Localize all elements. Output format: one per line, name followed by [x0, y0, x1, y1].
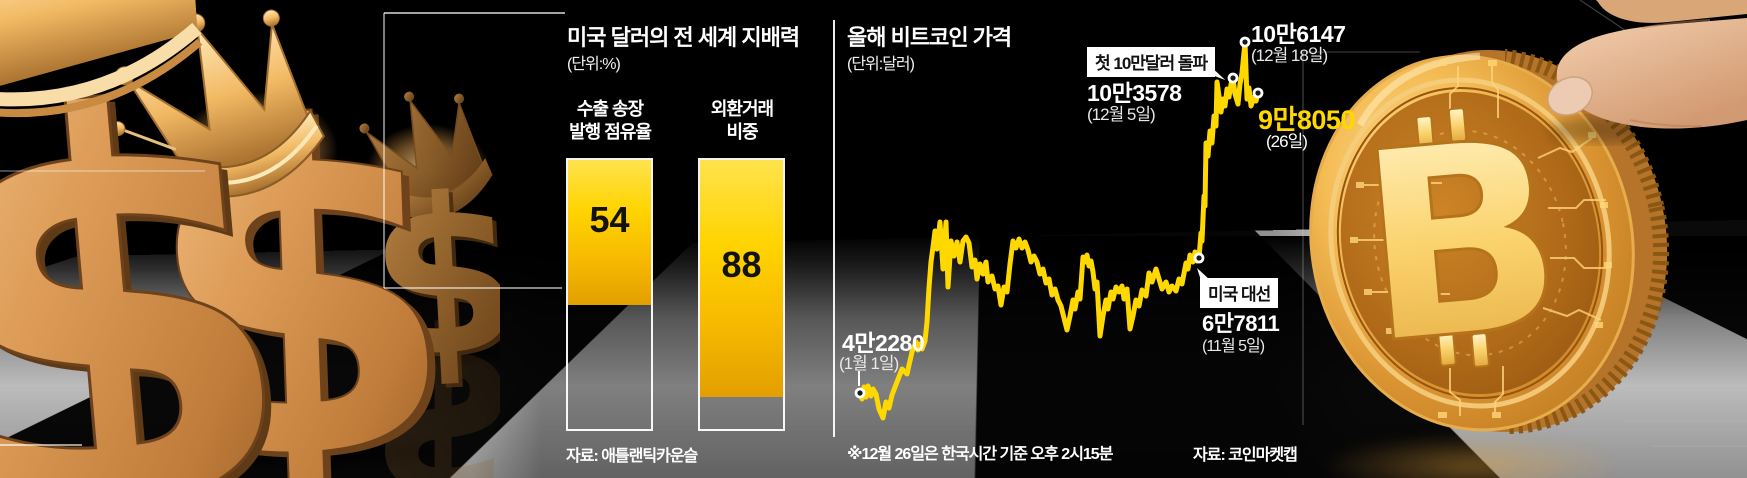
svg-text:$: $: [141, 34, 472, 478]
annotation-peak-value: 10만6147: [1251, 21, 1346, 47]
fingernail: [1547, 76, 1593, 116]
bar-column-export: 54: [566, 158, 653, 431]
callout-first-100k: 첫 10만달러 돌파: [1087, 47, 1226, 80]
bitcoin-chart-unit: (단위:달러): [847, 56, 915, 73]
dollar-sign-middle: $ $: [110, 9, 473, 478]
dollar-king-illustration: $ $ $ $ $ $ $: [0, 0, 500, 478]
line-markers: [854, 36, 1264, 399]
dollar-sign-back: $ $ $: [359, 91, 500, 478]
callout-election: 미국 대선: [1197, 268, 1279, 308]
start-pointer-line: [858, 371, 860, 386]
dollar-chart-unit: (단위:%): [567, 56, 621, 73]
bar-column-fx: 88: [698, 158, 785, 431]
dollar-shadow: [0, 450, 220, 478]
svg-text:$: $: [0, 0, 327, 478]
dollar-shadow: [190, 437, 440, 467]
bitcoin-price-line: [857, 39, 1261, 421]
finger-top: [1596, 0, 1747, 23]
coin-circuit-pattern: [1350, 60, 1612, 418]
annotation-start-value: 4만2280: [842, 330, 925, 356]
bitcoin-chart-title: 올해 비트코인 가격: [847, 25, 1012, 50]
annotation-dec5-value: 10만3578: [1087, 80, 1182, 106]
svg-text:$: $: [368, 301, 500, 478]
annotation-peak-date: (12월 18일): [1251, 46, 1328, 65]
annotation-current-value: 9만8050: [1258, 105, 1355, 135]
svg-text:$: $: [0, 0, 320, 478]
dollar-shadow: [373, 342, 500, 362]
svg-text:$: $: [367, 152, 500, 410]
dollar-sign-front: $ $: [0, 0, 327, 478]
svg-text:$: $: [363, 148, 500, 406]
dollar-chart-title: 미국 달러의 전 세계 지배력: [567, 25, 800, 50]
annotation-dec5-date: (12월 5일): [1087, 105, 1156, 124]
bar-value: 88: [721, 244, 762, 286]
annotation-election-value: 6만7811: [1202, 311, 1280, 336]
bar-column-fill: 88: [700, 160, 783, 397]
coin-face: [1309, 52, 1635, 432]
hand-fingers: [1547, 0, 1747, 143]
bitcoin-chart-source: 자료: 코인마켓캡: [1193, 447, 1298, 464]
annotation-start-date: (1월 1일): [839, 354, 899, 373]
bar-column-fill: 54: [568, 160, 651, 306]
coin-reflection: [1320, 434, 1624, 478]
finger-main: [1556, 18, 1747, 129]
svg-text:B: B: [1349, 82, 1575, 403]
dollar-chart-source: 자료: 애틀랜틱카운슬: [566, 448, 698, 465]
annotation-current-date: (26일): [1266, 132, 1308, 151]
bar-value: 54: [589, 198, 630, 240]
annotation-election-date: (11월 5일): [1202, 338, 1265, 355]
bar-label-export: 수출 송장 발행 점유율: [569, 99, 652, 142]
crown-front-band: [0, 0, 203, 118]
section-divider: [833, 20, 835, 437]
bitcoin-chart-footnote: ※12월 26일은 한국시간 기준 오후 2시15분: [847, 446, 1113, 463]
bitcoin-symbol: B: [1347, 80, 1576, 404]
bitcoin-coin-illustration: B: [1309, 0, 1747, 478]
bar-label-fx: 외환거래 비중: [710, 99, 774, 142]
